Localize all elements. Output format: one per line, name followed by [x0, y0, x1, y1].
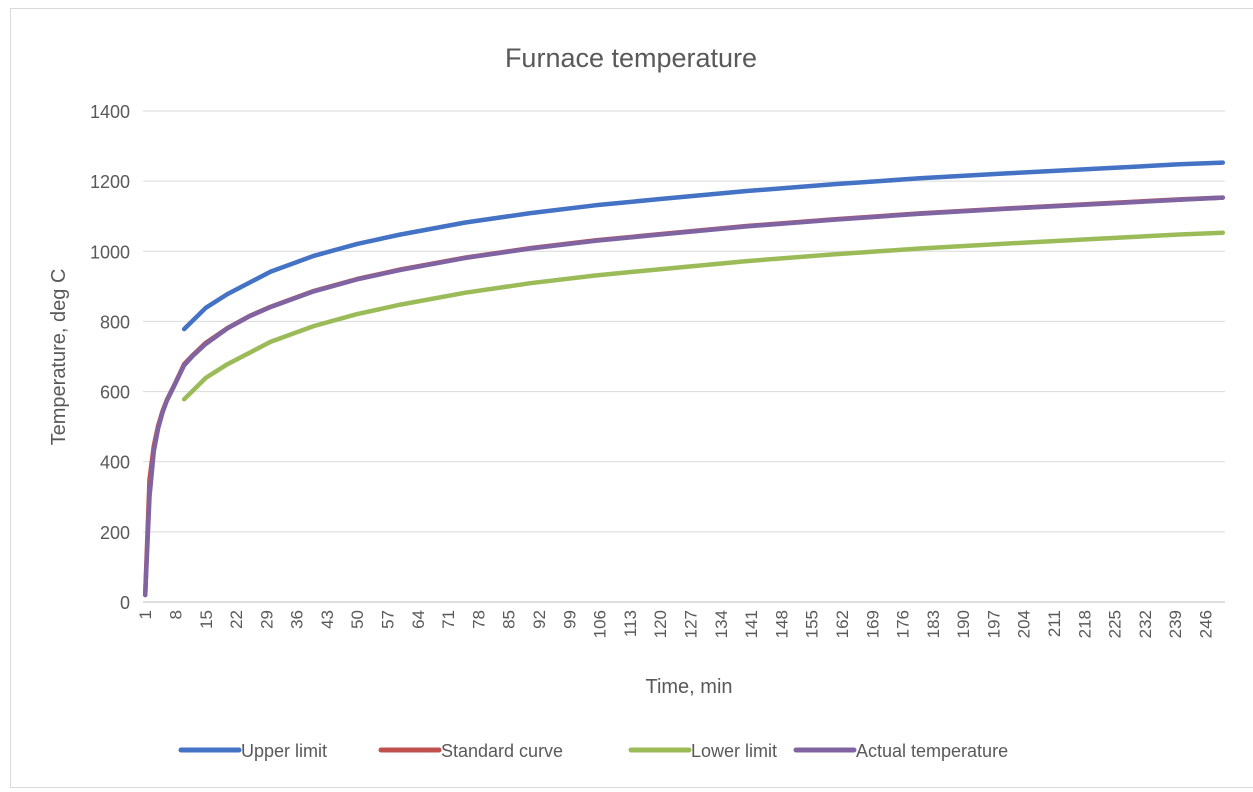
legend-label: Standard curve — [441, 741, 563, 761]
x-tick-label: 225 — [1106, 610, 1125, 638]
y-axis-tick-labels: 0 200 400 600 800 1000 1200 1400 — [90, 102, 130, 613]
x-tick-label: 1 — [136, 610, 155, 619]
y-tick-label: 400 — [100, 453, 130, 473]
x-tick-label: 71 — [439, 610, 458, 629]
x-tick-label: 113 — [621, 610, 640, 637]
x-tick-label: 29 — [257, 610, 276, 629]
x-tick-label: 190 — [954, 610, 973, 638]
legend-label: Actual temperature — [856, 741, 1008, 761]
x-axis-label: Time, min — [645, 676, 732, 698]
x-tick-label: 99 — [560, 610, 579, 629]
x-tick-label: 141 — [742, 610, 761, 638]
legend-label: Lower limit — [691, 741, 777, 761]
x-tick-label: 22 — [227, 610, 246, 629]
x-tick-label: 232 — [1136, 610, 1155, 638]
gridlines — [143, 110, 1225, 533]
x-tick-label: 155 — [803, 610, 822, 638]
x-tick-label: 183 — [924, 610, 943, 638]
x-tick-label: 106 — [591, 610, 610, 638]
series-line — [181, 230, 1226, 402]
x-tick-label: 176 — [894, 610, 913, 638]
x-tick-label: 218 — [1075, 610, 1094, 638]
x-tick-label: 246 — [1197, 610, 1216, 638]
x-tick-label: 64 — [409, 610, 428, 629]
series-line — [181, 160, 1226, 332]
y-tick-label: 1200 — [90, 172, 130, 192]
line-chart: Furnace temperature 02004006008001000120… — [48, 43, 1226, 761]
y-axis-label: Temperature, deg C — [48, 269, 70, 446]
series-lines — [142, 160, 1226, 598]
chart-area: Furnace temperature 0 200 400 600 800 1000 120… — [10, 8, 1253, 788]
x-tick-label: 8 — [166, 610, 185, 619]
y-tick-label: 200 — [100, 523, 130, 543]
x-tick-label: 57 — [379, 610, 398, 629]
y-tick-label: 800 — [100, 312, 130, 332]
y-tick-label: 0 — [120, 593, 130, 613]
x-tick-label: 50 — [348, 610, 367, 629]
x-tick-label: 134 — [712, 610, 731, 638]
x-tick-label: 43 — [318, 610, 337, 629]
x-tick-label: 162 — [833, 610, 852, 638]
legend: Upper limit Standard curve Lower limit Actu… — [178, 741, 1008, 761]
x-tick-label: 197 — [984, 610, 1003, 638]
x-tick-label: 78 — [469, 610, 488, 629]
x-tick-label: 92 — [530, 610, 549, 629]
chart-title: Furnace temperature — [505, 43, 757, 73]
x-tick-label: 148 — [772, 610, 791, 638]
x-tick-label: 127 — [681, 610, 700, 638]
x-axis-tick-labels: 1 8 15 22 29 36 43 50 57 64 71 78 85 92 99 106 113 120 127… — [136, 610, 1215, 638]
y-tick-label: 1000 — [90, 242, 130, 262]
x-tick-label: 36 — [288, 610, 307, 629]
y-tick-label: 1400 — [90, 102, 130, 122]
x-tick-label: 211 — [1045, 610, 1064, 637]
x-tick-label: 85 — [500, 610, 519, 629]
x-tick-label: 120 — [651, 610, 670, 638]
x-tick-label: 15 — [197, 610, 216, 629]
x-tick-label: 204 — [1015, 610, 1034, 638]
series-line — [142, 195, 1226, 598]
x-tick-label: 239 — [1166, 610, 1185, 638]
legend-label: Upper limit — [241, 741, 327, 761]
y-tick-label: 600 — [100, 383, 130, 403]
x-tick-label: 169 — [863, 610, 882, 638]
